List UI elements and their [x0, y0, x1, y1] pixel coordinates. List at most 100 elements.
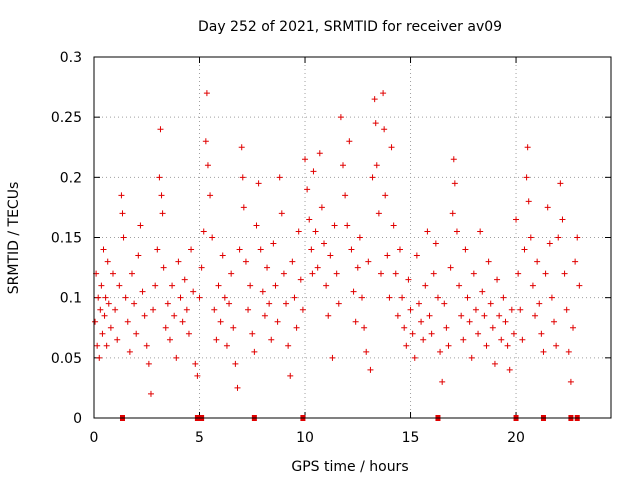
data-point — [386, 294, 393, 301]
data-point — [451, 180, 458, 187]
data-point — [103, 342, 110, 349]
data-point — [500, 294, 507, 301]
data-point — [548, 294, 555, 301]
data-point — [143, 342, 150, 349]
data-point — [546, 240, 553, 247]
data-point — [525, 198, 532, 205]
data-point — [513, 216, 520, 223]
data-point — [150, 306, 157, 313]
data-point — [536, 300, 543, 307]
data-point — [196, 294, 203, 301]
data-point — [131, 300, 138, 307]
data-point — [316, 150, 323, 157]
y-tick-label: 0.25 — [51, 110, 82, 126]
data-point — [515, 270, 522, 277]
data-point — [107, 324, 114, 331]
data-point — [200, 228, 207, 235]
data-point — [441, 300, 448, 307]
data-point — [192, 360, 199, 367]
data-point — [409, 330, 416, 337]
data-point — [327, 252, 334, 259]
data-point — [466, 318, 473, 325]
data-point — [418, 318, 425, 325]
data-point — [458, 312, 465, 319]
data-point — [120, 234, 127, 241]
data-point — [321, 240, 328, 247]
plot-frame — [93, 56, 612, 419]
data-point — [283, 300, 290, 307]
data-point — [203, 90, 210, 97]
data-point — [158, 192, 165, 199]
data-point — [213, 336, 220, 343]
data-point — [308, 246, 315, 253]
data-point — [555, 234, 562, 241]
data-point — [553, 342, 560, 349]
data-point — [157, 126, 164, 133]
data-points — [92, 90, 583, 397]
data-point — [98, 282, 105, 289]
data-point — [92, 318, 99, 325]
data-point — [278, 210, 285, 217]
data-point — [154, 246, 161, 253]
data-point — [280, 270, 287, 277]
data-point — [122, 294, 129, 301]
data-point — [468, 354, 475, 361]
data-point — [126, 348, 133, 355]
x-tick-label: 20 — [507, 430, 525, 446]
data-point — [331, 222, 338, 229]
data-point — [179, 318, 186, 325]
data-point — [306, 216, 313, 223]
y-tick-label: 0.05 — [51, 351, 82, 367]
data-point — [234, 384, 241, 391]
data-point — [342, 192, 349, 199]
y-tick-label: 0.1 — [60, 291, 82, 307]
data-point — [226, 300, 233, 307]
data-point — [314, 264, 321, 271]
data-point — [407, 306, 414, 313]
data-point — [264, 264, 271, 271]
data-point — [428, 330, 435, 337]
data-point — [145, 360, 152, 367]
data-point — [171, 312, 178, 319]
data-point — [504, 342, 511, 349]
data-point — [137, 222, 144, 229]
axis-ticks: 0 0.05 0.1 0.15 0.2 0.25 0.3 0 5 10 15 20 — [51, 50, 611, 446]
data-point — [487, 300, 494, 307]
data-point — [489, 324, 496, 331]
data-point — [177, 294, 184, 301]
data-point — [100, 246, 107, 253]
data-point — [377, 270, 384, 277]
data-point — [538, 330, 545, 337]
data-point — [356, 234, 363, 241]
data-point — [365, 258, 372, 265]
data-point — [94, 342, 101, 349]
data-point — [253, 222, 260, 229]
data-point — [335, 300, 342, 307]
grid-lines — [94, 57, 611, 418]
data-point — [367, 366, 374, 373]
data-point — [350, 288, 357, 295]
data-point — [268, 336, 275, 343]
data-point — [285, 342, 292, 349]
data-point — [449, 210, 456, 217]
data-point — [333, 270, 340, 277]
data-point — [259, 288, 266, 295]
data-point — [297, 276, 304, 283]
data-point — [239, 174, 246, 181]
data-point — [323, 282, 330, 289]
data-point — [240, 204, 247, 211]
data-point — [190, 288, 197, 295]
data-point — [437, 348, 444, 355]
data-point — [392, 270, 399, 277]
data-point — [312, 228, 319, 235]
data-point — [207, 192, 214, 199]
data-point — [346, 138, 353, 145]
data-point — [291, 294, 298, 301]
data-point — [272, 282, 279, 289]
data-point — [399, 294, 406, 301]
data-point — [101, 312, 108, 319]
data-point — [524, 144, 531, 151]
data-point — [352, 318, 359, 325]
data-point — [432, 240, 439, 247]
y-tick-label: 0 — [73, 411, 82, 427]
